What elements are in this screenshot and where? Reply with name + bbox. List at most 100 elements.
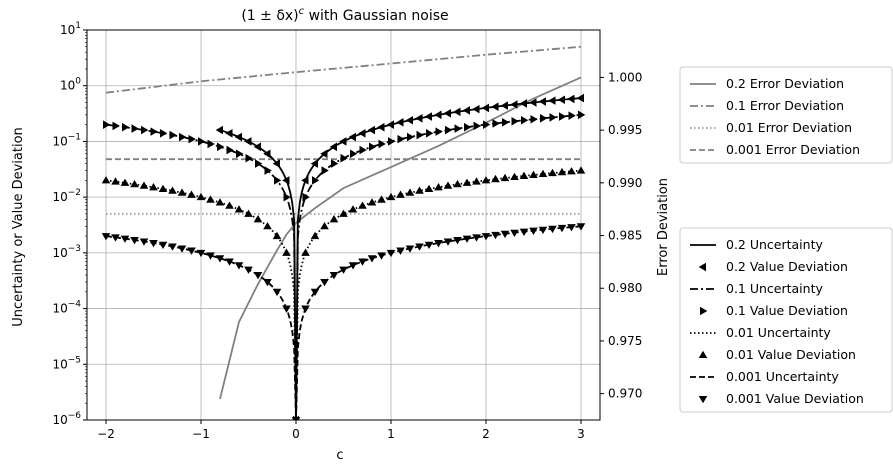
marker-0-01-value-deviation <box>424 184 434 193</box>
marker-0-2-value-deviation <box>510 100 518 109</box>
marker-0-1-value-deviation <box>340 153 348 163</box>
marker-0-01-value-deviation <box>215 198 225 206</box>
marker-0-01-value-deviation <box>168 186 177 194</box>
marker-0-01-value-deviation <box>272 231 282 240</box>
y-right-tick-label: 1.000 <box>608 70 642 84</box>
legend-label: 0.01 Value Deviation <box>726 347 856 362</box>
plot-area: −2 −1 0 1 2 3 10−6 10−5 10−4 10−3 10−2 10−1 100 101 0.… <box>52 21 642 441</box>
y-left-tick-label: 10−1 <box>52 132 81 148</box>
marker-0-2-value-deviation <box>263 149 271 159</box>
marker-0-001-value-deviation <box>576 223 586 231</box>
legend-label: 0.1 Error Deviation <box>726 98 844 113</box>
marker-0-2-value-deviation <box>272 159 281 168</box>
x-tick-label: 3 <box>577 427 585 441</box>
marker-0-1-value-deviation <box>425 128 434 138</box>
marker-0-1-value-deviation <box>454 124 462 133</box>
marker-0-001-value-deviation <box>472 234 481 242</box>
y-left-tick-label: 10−4 <box>52 300 81 316</box>
data-layer <box>101 45 586 420</box>
marker-0-2-value-deviation <box>225 128 233 138</box>
marker-0-1-value-deviation <box>435 127 443 136</box>
marker-0-001-value-deviation <box>272 288 282 297</box>
marker-0-2-value-deviation <box>367 125 376 135</box>
marker-0-001-value-deviation <box>358 258 367 266</box>
marker-0-001-value-deviation <box>567 224 576 232</box>
marker-0-01-value-deviation <box>348 205 358 213</box>
marker-0-01-value-deviation <box>367 198 377 206</box>
marker-0-2-value-deviation <box>301 176 309 185</box>
marker-0-01-value-deviation <box>443 181 453 189</box>
marker-0-001-value-deviation <box>538 226 548 235</box>
marker-0-01-value-deviation <box>177 188 187 196</box>
legend-marker-sample <box>699 306 708 316</box>
marker-0-2-value-deviation <box>396 118 404 127</box>
marker-0-01-value-deviation <box>120 178 130 186</box>
marker-0-001-value-deviation <box>111 234 120 242</box>
marker-0-2-value-deviation <box>405 115 414 125</box>
legend-label: 0.001 Error Deviation <box>726 142 860 157</box>
y-axis-left-label: Uncertainty or Value Deviation <box>11 127 26 327</box>
legend-uncertainty-frame <box>679 227 893 413</box>
marker-0-1-value-deviation <box>406 132 415 142</box>
marker-0-001-value-deviation <box>519 228 529 236</box>
y-right-tick-label: 0.980 <box>608 281 642 295</box>
marker-0-001-value-deviation <box>139 238 149 246</box>
marker-0-01-value-deviation <box>139 181 149 189</box>
marker-0-01-value-deviation <box>462 178 472 186</box>
marker-0-001-value-deviation <box>206 252 215 260</box>
marker-0-001-value-deviation <box>101 233 111 241</box>
marker-0-001-value-deviation <box>253 272 263 280</box>
marker-0-01-value-deviation <box>234 205 244 213</box>
marker-0-001-value-deviation <box>548 225 557 234</box>
marker-0-001-value-deviation <box>130 237 139 245</box>
marker-0-1-value-deviation <box>416 130 424 140</box>
marker-0-01-value-deviation <box>149 183 158 191</box>
legend-marker-sample <box>698 350 708 359</box>
marker-0-01-value-deviation <box>415 186 424 194</box>
marker-0-001-value-deviation <box>215 255 225 263</box>
marker-0-01-value-deviation <box>196 192 206 201</box>
marker-0-01-value-deviation <box>557 167 567 176</box>
marker-0-01-value-deviation <box>101 176 111 184</box>
marker-0-1-value-deviation <box>283 192 291 202</box>
marker-0-001-value-deviation <box>158 241 168 250</box>
marker-0-2-value-deviation <box>215 125 224 135</box>
y-right-tick-label: 0.990 <box>608 176 642 190</box>
marker-0-1-value-deviation <box>378 139 386 149</box>
marker-0-2-value-deviation <box>434 110 442 120</box>
marker-0-001-value-deviation <box>263 278 272 287</box>
marker-0-2-value-deviation <box>234 132 243 142</box>
marker-0-2-value-deviation <box>557 95 566 105</box>
marker-0-2-value-deviation <box>348 132 357 142</box>
marker-0-001-value-deviation <box>187 247 196 255</box>
marker-0-01-value-deviation <box>244 209 253 217</box>
legend-label: 0.001 Uncertainty <box>726 369 839 384</box>
marker-0-001-value-deviation <box>301 305 310 313</box>
marker-0-2-value-deviation <box>329 142 338 152</box>
marker-0-01-value-deviation <box>472 177 481 185</box>
marker-0-2-value-deviation <box>443 108 452 118</box>
marker-0-1-value-deviation <box>492 119 500 128</box>
legend-label: 0.01 Error Deviation <box>726 120 852 135</box>
marker-0-001-value-deviation <box>443 238 453 246</box>
marker-0-01-value-deviation <box>206 195 215 203</box>
marker-0-2-value-deviation <box>538 97 547 106</box>
marker-0-1-value-deviation <box>112 121 120 131</box>
marker-0-001-value-deviation <box>120 235 130 243</box>
legend-marker-sample <box>698 262 707 272</box>
plot-frame <box>86 29 601 421</box>
x-tick-label: 0 <box>292 427 300 441</box>
y-left-tick-label: 10−3 <box>52 244 81 260</box>
marker-0-01-value-deviation <box>481 176 491 184</box>
marker-0-1-value-deviation <box>558 112 567 121</box>
marker-0-2-value-deviation <box>310 159 319 168</box>
marker-0-1-value-deviation <box>302 192 310 202</box>
marker-0-1-value-deviation <box>159 128 168 138</box>
marker-0-1-value-deviation <box>264 166 272 175</box>
marker-0-001-value-deviation <box>234 262 244 270</box>
marker-0-2-value-deviation <box>519 99 528 108</box>
marker-0-2-value-deviation <box>472 104 480 114</box>
marker-0-001-value-deviation <box>291 416 301 420</box>
marker-0-01-value-deviation <box>453 180 462 188</box>
series-0-001-uncertainty <box>105 225 582 420</box>
